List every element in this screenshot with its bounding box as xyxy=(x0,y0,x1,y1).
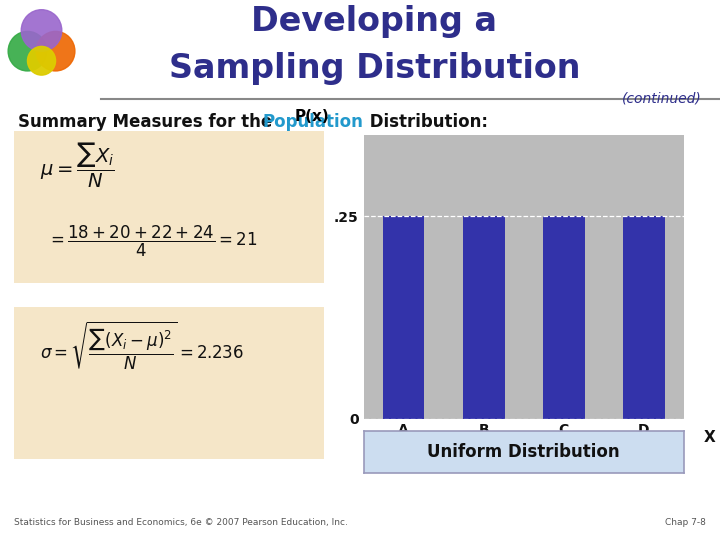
Circle shape xyxy=(36,31,75,71)
Text: $= \dfrac{18+20+22+24}{4} = 21$: $= \dfrac{18+20+22+24}{4} = 21$ xyxy=(47,224,257,259)
Text: $\mu = \dfrac{\sum X_i}{N}$: $\mu = \dfrac{\sum X_i}{N}$ xyxy=(40,141,114,190)
Y-axis label: P(x): P(x) xyxy=(295,109,330,124)
Text: 24: 24 xyxy=(635,441,653,454)
Text: Distribution:: Distribution: xyxy=(364,113,487,131)
Text: Developing a: Developing a xyxy=(251,5,498,38)
FancyBboxPatch shape xyxy=(14,307,324,459)
Text: (continued): (continued) xyxy=(622,92,702,106)
Bar xyxy=(623,216,665,418)
Text: Statistics for Business and Economics, 6e © 2007 Pearson Education, Inc.: Statistics for Business and Economics, 6… xyxy=(14,518,348,527)
Text: Summary Measures for the: Summary Measures for the xyxy=(18,113,278,131)
Bar xyxy=(463,216,505,418)
FancyBboxPatch shape xyxy=(14,131,324,283)
Text: 20: 20 xyxy=(475,441,492,454)
Circle shape xyxy=(22,10,62,51)
Text: 18: 18 xyxy=(395,441,413,454)
Text: X: X xyxy=(703,430,715,445)
Text: $\sigma = \sqrt{\dfrac{\sum(X_i - \mu)^2}{N}} = 2.236$: $\sigma = \sqrt{\dfrac{\sum(X_i - \mu)^2… xyxy=(40,319,243,372)
Text: Chap 7-8: Chap 7-8 xyxy=(665,518,706,527)
Circle shape xyxy=(27,46,55,75)
Text: Sampling Distribution: Sampling Distribution xyxy=(168,52,580,85)
Bar xyxy=(383,216,425,418)
Text: Uniform Distribution: Uniform Distribution xyxy=(428,443,620,461)
Text: Population: Population xyxy=(263,113,364,131)
Text: 22: 22 xyxy=(555,441,572,454)
Bar xyxy=(543,216,585,418)
Circle shape xyxy=(8,31,47,71)
